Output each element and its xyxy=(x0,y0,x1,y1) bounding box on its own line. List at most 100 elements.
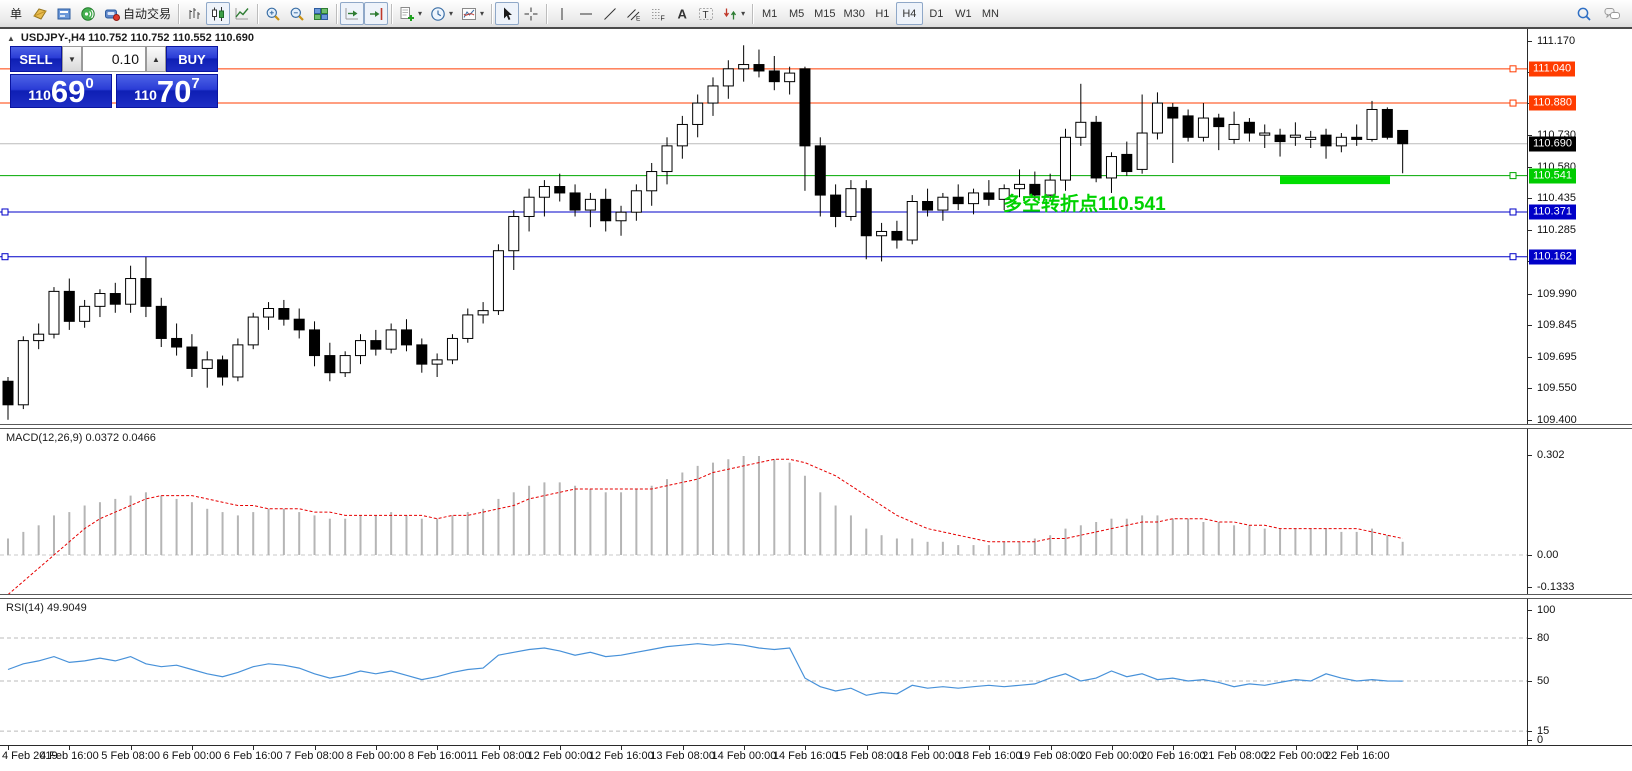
line-anchor[interactable] xyxy=(1509,65,1517,73)
horizontal-line-button[interactable] xyxy=(574,2,598,25)
tf-h4-button[interactable]: H4 xyxy=(895,2,923,25)
time-tick-mark xyxy=(375,746,377,750)
zoom-out-button[interactable] xyxy=(285,2,309,25)
chart-shift-button[interactable] xyxy=(364,2,389,25)
tf-mn-button[interactable]: MN xyxy=(977,2,1004,25)
candle xyxy=(1182,115,1194,138)
tf-m5-button[interactable]: M5 xyxy=(783,2,810,25)
new-order-button[interactable]: 单 xyxy=(4,2,28,25)
candle xyxy=(492,250,504,312)
line-anchor[interactable] xyxy=(1509,99,1517,107)
signals-button[interactable] xyxy=(76,2,100,25)
candle xyxy=(891,230,903,241)
buy-button[interactable]: BUY xyxy=(166,46,218,72)
candlestick-button[interactable] xyxy=(206,2,231,25)
arrows-button[interactable]: ▾ xyxy=(718,2,749,25)
new-chart-button[interactable]: ▾ xyxy=(395,2,426,25)
rsi-panel-chart[interactable] xyxy=(0,599,1527,745)
equidistant-channel-button[interactable]: E xyxy=(622,2,646,25)
ask-price-button[interactable]: 110 70 7 xyxy=(116,74,218,108)
tf-m1-button[interactable]: M1 xyxy=(756,2,783,25)
candle xyxy=(1029,183,1041,196)
market-watch-button[interactable] xyxy=(52,2,76,25)
line-anchor[interactable] xyxy=(1509,172,1517,180)
price-chart[interactable] xyxy=(0,29,1527,424)
line-anchor[interactable] xyxy=(1509,208,1517,216)
collapse-chart-icon[interactable]: ▲ xyxy=(7,33,15,43)
dropdown-caret-icon[interactable]: ▾ xyxy=(741,8,746,18)
tf-d1-button-label: D1 xyxy=(929,7,944,20)
line-anchor[interactable] xyxy=(1,208,9,216)
candle xyxy=(1397,129,1409,145)
tf-m30-button[interactable]: M30 xyxy=(839,2,868,25)
time-tick-label: 8 Feb 16:00 xyxy=(407,750,467,762)
line-chart-button[interactable] xyxy=(230,2,254,25)
autotrade-button[interactable]: 自动交易 xyxy=(100,2,175,25)
market-watch-icon xyxy=(56,6,72,22)
time-tick-mark xyxy=(559,746,561,750)
panel-resize-separator[interactable] xyxy=(0,424,1632,429)
time-tick-mark xyxy=(130,746,132,750)
dropdown-caret-icon[interactable]: ▾ xyxy=(480,8,485,18)
quotes-button[interactable] xyxy=(28,2,52,25)
candle xyxy=(1090,121,1102,179)
time-tick-label: 15 Feb 08:00 xyxy=(834,750,900,762)
zoom-in-button[interactable] xyxy=(261,2,285,25)
label-icon: T xyxy=(698,6,714,22)
support-highlight[interactable] xyxy=(1280,176,1390,185)
macd-tick-label: 0.00 xyxy=(1537,549,1559,561)
dropdown-caret-icon[interactable]: ▾ xyxy=(449,8,454,18)
candle xyxy=(1213,117,1225,128)
macd-tick-label: 0.302 xyxy=(1537,449,1565,461)
candle xyxy=(876,230,888,237)
macd-panel-chart[interactable] xyxy=(0,429,1527,594)
candle xyxy=(446,337,458,361)
bid-price-button[interactable]: 110 69 0 xyxy=(10,74,112,108)
bar-chart-button[interactable] xyxy=(182,2,206,25)
tf-d1-button[interactable]: D1 xyxy=(923,2,950,25)
periods-button[interactable]: ▾ xyxy=(426,2,457,25)
chat-button[interactable] xyxy=(1600,2,1624,25)
price-axis[interactable]: 111.170111.025110.880110.730110.580110.4… xyxy=(1527,29,1632,746)
vertical-line-button[interactable] xyxy=(550,2,574,25)
volume-input[interactable] xyxy=(82,46,146,72)
price-tick-label: 109.400 xyxy=(1537,413,1577,426)
panel-resize-separator[interactable] xyxy=(0,594,1632,599)
text-label-button[interactable]: T xyxy=(694,2,718,25)
macd-signal-line xyxy=(7,458,1403,594)
tf-m15-button[interactable]: M15 xyxy=(810,2,839,25)
trendline-button[interactable] xyxy=(598,2,622,25)
sell-button[interactable]: SELL xyxy=(10,46,62,72)
templates-button[interactable]: ▾ xyxy=(457,2,488,25)
text-button[interactable]: A xyxy=(670,2,694,25)
dropdown-caret-icon[interactable]: ▾ xyxy=(418,8,423,18)
level-price-badge: 110.162 xyxy=(1529,249,1576,265)
tf-w1-button[interactable]: W1 xyxy=(950,2,977,25)
candle xyxy=(1366,108,1378,140)
candle xyxy=(1197,117,1209,138)
annotation-label[interactable]: 多空转折点110.541 xyxy=(1003,194,1166,215)
text-icon: A xyxy=(674,6,690,22)
volume-increase-button[interactable]: ▲ xyxy=(146,46,166,72)
toolbar-separator xyxy=(546,3,548,24)
line-anchor[interactable] xyxy=(1509,253,1517,261)
tile-windows-button[interactable] xyxy=(309,2,333,25)
price-tick-label: 110.285 xyxy=(1537,224,1576,237)
candle xyxy=(707,85,719,104)
autotrade-icon xyxy=(104,6,120,22)
tf-m5-button-label: M5 xyxy=(788,7,805,20)
time-axis[interactable]: 4 Feb 2019 4 Feb 16:00 5 Feb 08:00 6 Feb 00… xyxy=(0,745,1632,771)
candle xyxy=(309,329,321,357)
cursor-button[interactable] xyxy=(495,2,520,25)
fibonacci-button[interactable]: F xyxy=(646,2,670,25)
search-button[interactable] xyxy=(1572,2,1596,25)
candle xyxy=(477,310,489,316)
tf-mn-button-label: MN xyxy=(981,7,999,20)
auto-scroll-button[interactable] xyxy=(340,2,365,25)
volume-decrease-button[interactable]: ▼ xyxy=(62,46,82,72)
tf-h1-button[interactable]: H1 xyxy=(869,2,896,25)
line-anchor[interactable] xyxy=(1,253,9,261)
candle xyxy=(431,359,443,365)
crosshair-button[interactable] xyxy=(519,2,543,25)
candle xyxy=(217,359,229,378)
